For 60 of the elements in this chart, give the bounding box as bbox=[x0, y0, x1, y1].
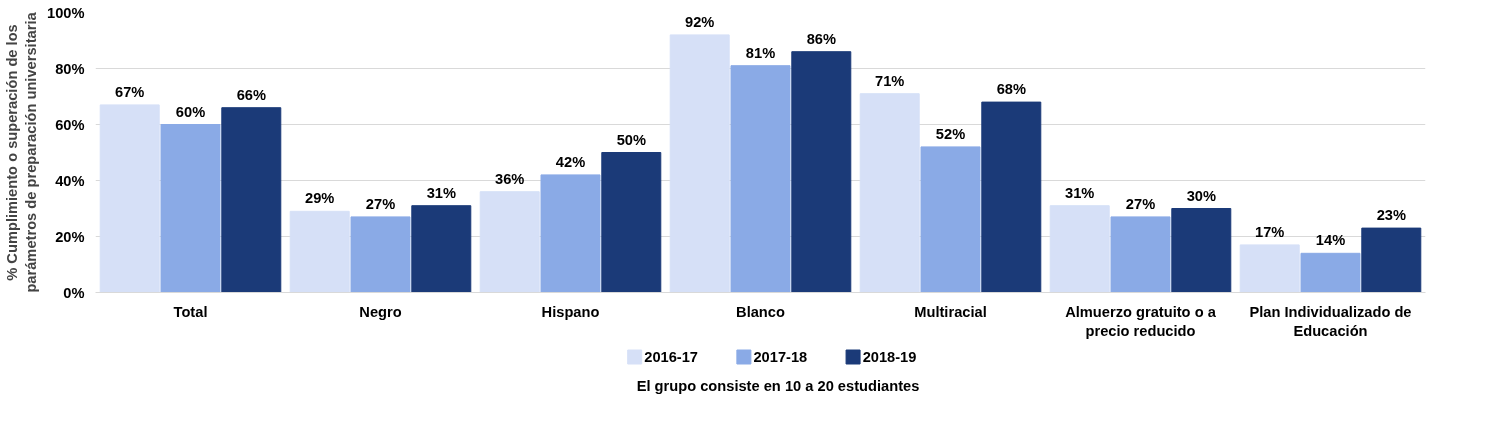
data-label: 23% bbox=[1376, 207, 1406, 224]
bar bbox=[289, 210, 350, 293]
y-tick-label: 20% bbox=[55, 228, 85, 245]
bar bbox=[160, 124, 221, 293]
bar bbox=[1300, 252, 1361, 293]
y-tick-label: 0% bbox=[63, 284, 85, 301]
y-tick-label: 60% bbox=[55, 116, 85, 133]
bar bbox=[1049, 205, 1110, 293]
x-tick-label: Blanco bbox=[736, 303, 785, 320]
data-label: 67% bbox=[115, 83, 145, 100]
bar bbox=[1110, 216, 1171, 293]
data-label: 29% bbox=[305, 190, 335, 207]
bar bbox=[791, 51, 852, 293]
x-tick-label: Hispano bbox=[541, 303, 600, 320]
y-tick-label: 80% bbox=[55, 60, 85, 77]
x-tick-label: Plan Individualizado de Educación bbox=[1249, 303, 1412, 339]
data-label: 27% bbox=[365, 195, 396, 212]
data-label: 71% bbox=[875, 72, 905, 89]
legend-label: 2018-19 bbox=[862, 349, 917, 365]
data-label: 36% bbox=[495, 170, 525, 187]
data-label: 14% bbox=[1315, 232, 1346, 249]
data-label: 81% bbox=[745, 44, 776, 61]
x-tick-label: Total bbox=[173, 303, 208, 320]
bar bbox=[859, 93, 920, 293]
data-label: 60% bbox=[175, 103, 206, 120]
bar bbox=[601, 152, 662, 293]
data-label: 31% bbox=[1065, 184, 1095, 201]
x-tick-label: Negro bbox=[359, 303, 402, 320]
y-tick-label: 100% bbox=[47, 4, 85, 21]
bar bbox=[981, 101, 1042, 293]
bar bbox=[1361, 227, 1422, 293]
bar bbox=[730, 65, 791, 293]
data-label: 92% bbox=[685, 13, 715, 30]
bar bbox=[479, 191, 540, 293]
x-tick-label: Almuerzo gratuito o a precio reducido bbox=[1065, 303, 1217, 339]
bar bbox=[1171, 208, 1232, 293]
bar bbox=[669, 34, 730, 293]
bar bbox=[920, 146, 981, 293]
data-label: 50% bbox=[616, 131, 646, 148]
bar bbox=[221, 107, 282, 293]
data-label: 66% bbox=[236, 86, 266, 103]
bar bbox=[1239, 244, 1300, 293]
data-label: 17% bbox=[1255, 223, 1285, 240]
text: El grupo consiste en 10 a 20 estudiantes bbox=[636, 377, 920, 394]
bar bbox=[350, 216, 411, 293]
data-label: 68% bbox=[996, 81, 1026, 98]
bar bbox=[540, 174, 601, 293]
data-label: 42% bbox=[555, 153, 586, 170]
legend-label: 2016-17 bbox=[644, 349, 699, 365]
y-axis-title: % Cumplimiento o superación de los parámetros de preparación universitaria bbox=[3, 11, 40, 293]
data-label: 30% bbox=[1186, 187, 1216, 204]
bar bbox=[99, 104, 160, 293]
y-tick-label: 40% bbox=[55, 172, 85, 189]
data-label: 86% bbox=[806, 30, 836, 47]
legend-label: 2017-18 bbox=[753, 349, 808, 365]
bar bbox=[411, 205, 472, 293]
data-label: 52% bbox=[935, 125, 966, 142]
data-label: 31% bbox=[426, 184, 456, 201]
x-tick-label: Multiracial bbox=[914, 303, 987, 320]
data-label: 27% bbox=[1125, 195, 1156, 212]
